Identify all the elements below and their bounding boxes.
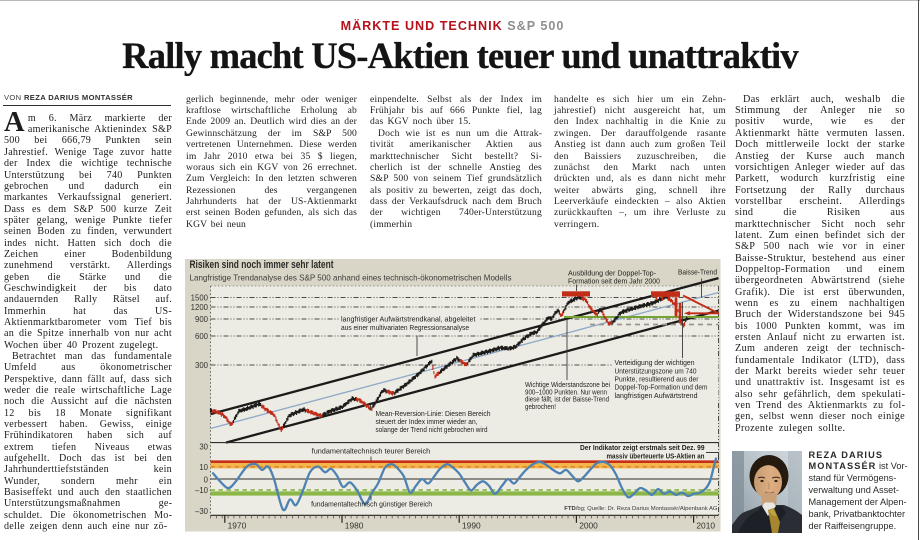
svg-text:Wichtige Widerstandszone bei: Wichtige Widerstandszone bei [525, 382, 610, 389]
svg-text:–30: –30 [195, 507, 209, 516]
svg-text:langfristiger Aufwärtstrendkan: langfristiger Aufwärtstrendkanal, abgele… [341, 317, 476, 324]
svg-text:Verteidigung der wichtigen: Verteidigung der wichtigen [615, 360, 695, 367]
svg-text:0: 0 [204, 475, 209, 484]
svg-text:langfristigen Aufwärtstrend: langfristigen Aufwärtstrend [615, 393, 698, 400]
svg-text:FTD/bg; Quelle: Dr. Reza Dariu: FTD/bg; Quelle: Dr. Reza Darius Montassé… [564, 506, 718, 512]
svg-text:solange der Trend nicht gebroc: solange der Trend nicht gebrochen wird [376, 427, 488, 434]
svg-text:Langfristige Trendanalyse des: Langfristige Trendanalyse des S&P 500 an… [190, 273, 512, 282]
svg-text:30: 30 [199, 442, 208, 451]
svg-text:fundamentaltechnisch günstiger: fundamentaltechnisch günstiger Bereich [311, 502, 432, 509]
svg-text:1500: 1500 [191, 293, 209, 302]
svg-text:2010: 2010 [696, 520, 715, 530]
svg-text:900–1000 Punkten. Nur wenn: 900–1000 Punkten. Nur wenn [525, 389, 607, 396]
svg-text:Mean-Reversion-Linie: Diesen B: Mean-Reversion-Linie: Diesen Bereich [376, 411, 491, 418]
svg-text:2000: 2000 [579, 520, 598, 530]
svg-text:Punkte, resultierend aus der: Punkte, resultierend aus der [615, 377, 700, 384]
svg-text:diese fällt, ist der Baisse-Tr: diese fällt, ist der Baisse-Trend [525, 397, 609, 404]
svg-text:Ausbildung der Doppel-Top-: Ausbildung der Doppel-Top- [568, 271, 657, 278]
svg-text:–10: –10 [195, 486, 209, 495]
svg-text:1990: 1990 [462, 520, 481, 530]
svg-text:Formation seit dem Jahr 2000: Formation seit dem Jahr 2000 [568, 279, 660, 286]
svg-text:300: 300 [195, 361, 209, 370]
svg-text:fundamentaltechnisch teurer Be: fundamentaltechnisch teurer Bereich [312, 448, 431, 455]
svg-text:1980: 1980 [345, 520, 364, 530]
svg-text:aus einer multivariaten Regres: aus einer multivariaten Regressionsanaly… [341, 325, 469, 332]
svg-text:gebrochen!: gebrochen! [525, 404, 556, 411]
svg-text:Doppel-Top-Formation und dem: Doppel-Top-Formation und dem [615, 385, 708, 392]
svg-text:massiv überteuerte US-Aktien a: massiv überteuerte US-Aktien an [607, 453, 705, 460]
svg-text:Baisse-Trend: Baisse-Trend [678, 270, 717, 277]
svg-text:600: 600 [195, 332, 209, 341]
svg-text:1970: 1970 [228, 520, 247, 530]
svg-text:Unterstützungszone um 740: Unterstützungszone um 740 [615, 368, 697, 375]
svg-text:1200: 1200 [191, 303, 209, 312]
svg-text:10: 10 [199, 463, 208, 472]
svg-text:900: 900 [195, 315, 209, 324]
svg-text:Risiken sind noch immer sehr l: Risiken sind noch immer sehr latent [190, 259, 334, 271]
svg-text:Der Indikator zeigt erstmals s: Der Indikator zeigt erstmals seit Dez. 9… [580, 445, 705, 452]
svg-text:steuert der Index immer wieder: steuert der Index immer wieder an, [376, 419, 478, 426]
